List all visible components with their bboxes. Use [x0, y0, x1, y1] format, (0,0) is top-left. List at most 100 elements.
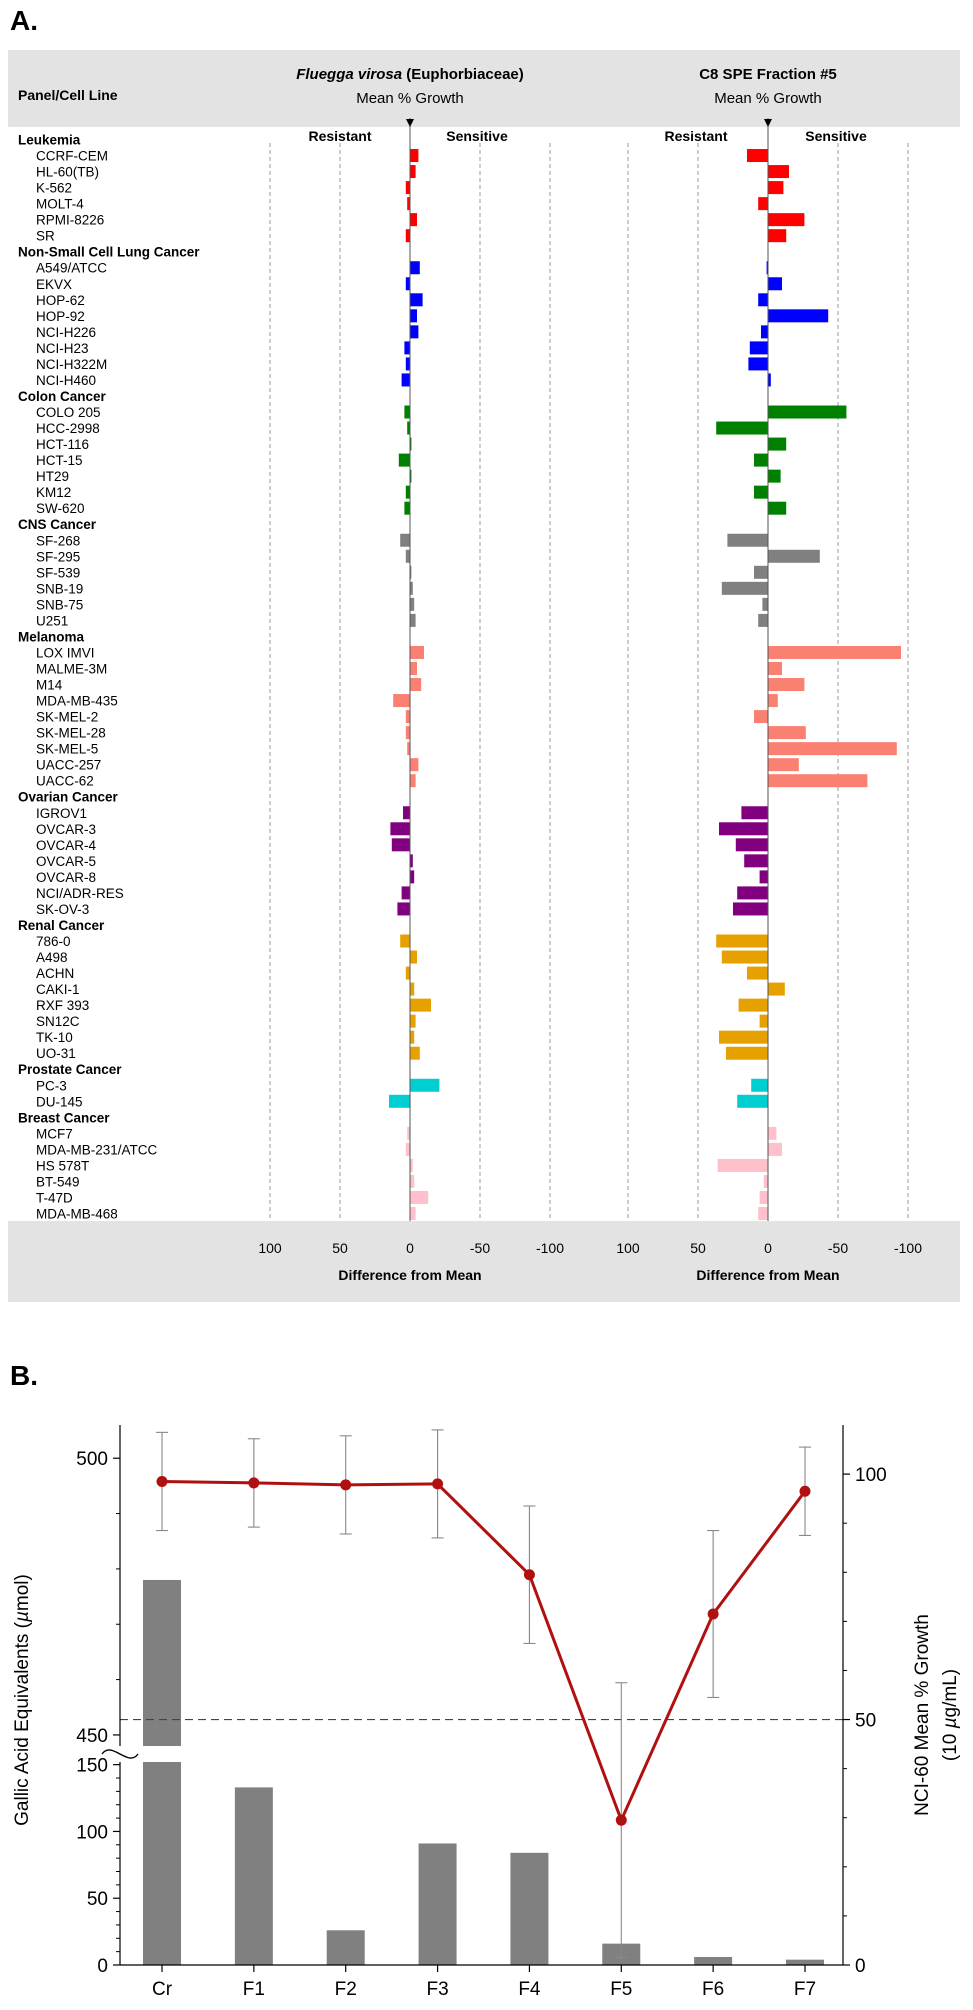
growth-bar [735, 838, 768, 852]
y-tick-label-left: 500 [76, 1449, 108, 1470]
panel-group-label: Ovarian Cancer [18, 790, 119, 805]
growth-bar [768, 982, 785, 996]
x-tick-label: Cr [152, 1979, 173, 2000]
cell-line-label: COLO 205 [36, 405, 101, 420]
panel-group-label: Non-Small Cell Lung Cancer [18, 245, 200, 260]
y-axis-title-left: Gallic Acid Equivalents (µmol) [12, 1574, 33, 1826]
growth-bar [410, 293, 423, 307]
axis-break-icon [101, 1749, 139, 1759]
growth-bar [737, 1094, 768, 1108]
growth-bar [405, 966, 410, 980]
growth-bar [410, 165, 416, 179]
panel-group-label: Renal Cancer [18, 918, 105, 933]
resistant-label-right: Resistant [664, 128, 727, 144]
x-tick-label: F4 [518, 1979, 541, 2000]
sensitive-label-left: Sensitive [446, 128, 508, 144]
cell-line-label: MOLT-4 [36, 197, 84, 212]
cell-line-label: NCI-H322M [36, 357, 107, 372]
cell-line-label: HT29 [36, 469, 69, 484]
cell-line-label: HOP-62 [36, 293, 85, 308]
y-tick-label-left: 50 [87, 1889, 108, 1910]
x-tick-label: F2 [335, 1979, 357, 2000]
cell-line-label: PC-3 [36, 1078, 67, 1093]
growth-bar [719, 1030, 768, 1044]
gae-bar-lower [143, 1762, 181, 1965]
growth-bar [768, 742, 897, 756]
cell-line-label: MCF7 [36, 1126, 73, 1141]
growth-bar [768, 501, 787, 515]
growth-point [523, 1569, 535, 1581]
cell-line-labels: LeukemiaCCRF-CEMHL-60(TB)K-562MOLT-4RPMI… [18, 133, 200, 1222]
gae-bar [510, 1852, 549, 1965]
growth-bar [407, 742, 410, 756]
cell-line-label: HCT-15 [36, 453, 83, 468]
cell-line-label: MDA-MB-435 [36, 694, 118, 709]
panel-group-label: Leukemia [18, 133, 81, 148]
growth-bar [410, 1190, 429, 1204]
growth-bar [410, 261, 420, 275]
growth-bar [407, 1126, 410, 1140]
cell-line-label: SK-MEL-28 [36, 726, 106, 741]
y-axis-title-right-line1: NCI-60 Mean % Growth [912, 1614, 933, 1816]
cell-line-label: SF-539 [36, 565, 80, 580]
growth-bar [744, 854, 768, 868]
growth-bar [410, 1078, 440, 1092]
growth-bar [768, 229, 787, 243]
growth-bar [410, 854, 413, 868]
cell-line-label: NCI-H226 [36, 325, 96, 340]
growth-bar [410, 758, 419, 772]
growth-bar [758, 613, 768, 627]
cell-line-label: SNB-75 [36, 597, 83, 612]
growth-bar [768, 277, 782, 291]
growth-bar [397, 902, 410, 916]
cell-line-label: 786-0 [36, 934, 71, 949]
y-tick-label-left: 100 [76, 1822, 108, 1843]
cell-line-label: BT-549 [36, 1174, 80, 1189]
cell-line-label: CAKI-1 [36, 982, 80, 997]
cell-line-label: SK-MEL-5 [36, 742, 98, 757]
panel-cell-line-header: Panel/Cell Line [18, 87, 118, 103]
x-tick-label: -100 [536, 1240, 564, 1256]
growth-bar [410, 565, 412, 579]
cell-line-label: SN12C [36, 1014, 80, 1029]
x-tick-label: 100 [616, 1240, 640, 1256]
growth-bar [398, 453, 410, 467]
cell-line-label: LOX IMVI [36, 645, 95, 660]
growth-bar [768, 405, 847, 419]
growth-bar [405, 485, 410, 499]
growth-point [799, 1485, 811, 1497]
cell-line-label: SR [36, 229, 55, 244]
growth-bar [721, 581, 768, 595]
growth-bar [747, 149, 768, 163]
cell-line-label: OVCAR-3 [36, 822, 96, 837]
x-tick-label: F5 [610, 1979, 632, 2000]
x-tick-label: -100 [894, 1240, 922, 1256]
cell-line-label: HOP-92 [36, 309, 85, 324]
growth-bar [407, 421, 410, 435]
panel-b-label: B. [10, 1360, 38, 1391]
cell-line-label: HCC-2998 [36, 421, 100, 436]
growth-bar [410, 1046, 420, 1060]
growth-point [156, 1475, 168, 1487]
panel-group-label: Melanoma [18, 629, 85, 644]
growth-bar [759, 870, 768, 884]
x-tick-label: F3 [426, 1979, 448, 2000]
growth-bar [410, 149, 419, 163]
panel-b: B. 0 50 100 150 450 500 0 50 100 Cr F1 F2 F3 F4 F5 F6 F7… [10, 1360, 961, 2000]
growth-bar [726, 1046, 768, 1060]
x-tick-label: F6 [702, 1979, 724, 2000]
panel-a-axes: 100 50 0 -50 -100 100 50 0 -50 -100 [258, 118, 922, 1256]
cell-line-label: UO-31 [36, 1046, 76, 1061]
gae-bar [786, 1959, 824, 1965]
x-tick-label: 50 [690, 1240, 706, 1256]
cell-line-label: M14 [36, 678, 63, 693]
cell-line-label: DU-145 [36, 1094, 83, 1109]
growth-line-series [156, 1429, 811, 1959]
growth-bar [754, 485, 768, 499]
cell-line-label: NCI-H460 [36, 373, 96, 388]
growth-bar [407, 197, 410, 211]
growth-bar [390, 822, 410, 836]
growth-bar [410, 597, 415, 611]
growth-bar [768, 437, 787, 451]
